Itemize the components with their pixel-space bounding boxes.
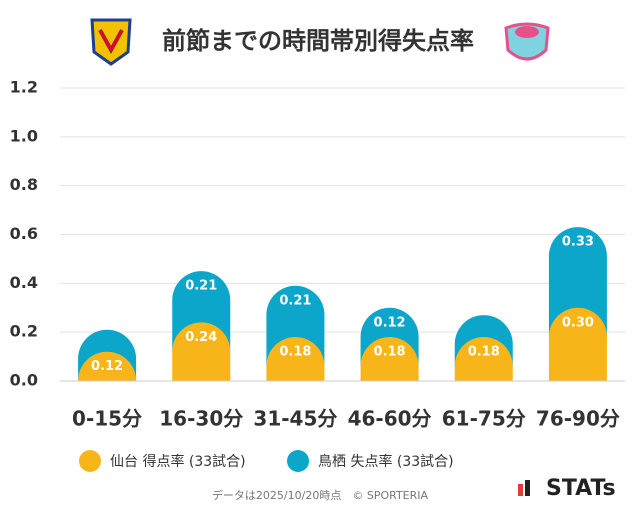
x-tick-label: 0-15分 <box>72 407 142 431</box>
value-label: 0.18 <box>374 345 406 360</box>
footer: データは2025/10/20時点 © SPORTERIA <box>212 488 429 502</box>
x-tick-label: 61-75分 <box>442 407 526 431</box>
y-tick-label: 0.0 <box>10 371 38 390</box>
bar <box>360 337 419 381</box>
away-logo <box>504 22 550 61</box>
value-label: 0.24 <box>185 330 217 345</box>
x-tick-label: 16-30分 <box>159 407 243 431</box>
legend-label: 鳥栖 失点率 (33試合) <box>318 453 454 470</box>
y-tick-label: 1.2 <box>10 78 38 97</box>
value-label: 0.21 <box>185 279 217 294</box>
bar <box>454 337 513 381</box>
legend-marker <box>79 450 101 472</box>
value-label: 0.30 <box>562 315 594 330</box>
home-logo <box>90 18 132 66</box>
brand: STATs <box>546 476 616 501</box>
value-label: 0.18 <box>279 345 311 360</box>
value-label: 0.33 <box>562 235 594 250</box>
y-tick-label: 1.0 <box>10 126 38 145</box>
bar <box>548 307 607 381</box>
y-tick-label: 0.6 <box>10 224 38 243</box>
value-label: 0.21 <box>279 293 311 308</box>
bar <box>266 337 325 381</box>
x-tick-label: 31-45分 <box>253 407 337 431</box>
bar <box>548 227 607 337</box>
y-tick-label: 0.8 <box>10 175 38 194</box>
x-tick-label: 76-90分 <box>536 407 620 431</box>
bar <box>172 322 231 381</box>
bar <box>78 351 137 381</box>
brand-logo: STATs <box>518 476 616 501</box>
legend-marker <box>287 450 309 472</box>
chart-title: 前節までの時間帯別得失点率 <box>162 27 474 55</box>
y-tick-label: 0.2 <box>10 322 38 341</box>
value-label: 0.18 <box>468 345 500 360</box>
value-label: 0.12 <box>91 359 123 374</box>
legend-label: 仙台 得点率 (33試合) <box>110 453 246 470</box>
x-tick-label: 46-60分 <box>348 407 432 431</box>
value-label: 0.12 <box>374 315 406 330</box>
y-tick-label: 0.4 <box>10 273 38 292</box>
